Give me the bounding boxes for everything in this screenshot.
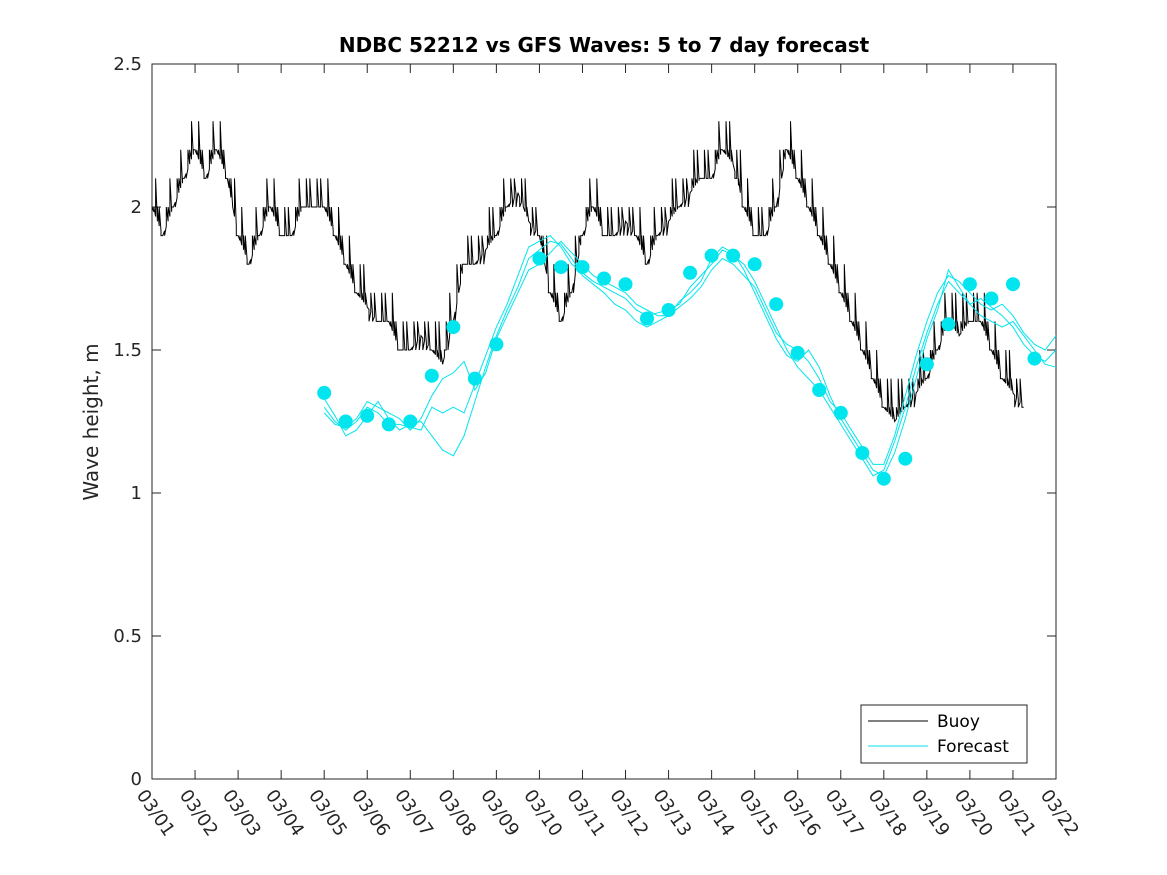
forecast-point	[683, 265, 698, 280]
forecast-point	[532, 251, 547, 266]
forecast-point	[403, 414, 418, 429]
y-tick-label: 2.5	[113, 54, 142, 75]
legend-buoy-label: Buoy	[937, 712, 980, 732]
y-tick-label: 0	[131, 769, 142, 790]
legend: Buoy Forecast	[860, 704, 1028, 764]
legend-forecast-label: Forecast	[937, 737, 1009, 757]
forecast-point	[769, 297, 784, 312]
buoy-line	[151, 121, 1024, 423]
forecast-point	[467, 371, 482, 386]
forecast-point	[812, 383, 827, 397]
forecast-point	[1027, 351, 1042, 366]
forecast-trace	[323, 240, 1057, 465]
forecast-point	[941, 317, 956, 332]
forecast-point	[446, 320, 461, 335]
forecast-point	[575, 260, 590, 275]
chart-title: NDBC 52212 vs GFS Waves: 5 to 7 day fore…	[339, 33, 870, 57]
forecast-point	[597, 271, 611, 286]
forecast-point	[1006, 277, 1020, 292]
forecast-point	[317, 385, 332, 400]
forecast-point	[381, 417, 396, 432]
forecast-point	[489, 337, 504, 352]
forecast-point	[919, 357, 934, 372]
forecast-point	[726, 248, 741, 263]
y-axis-label: Wave height, m	[79, 343, 103, 500]
forecast-point	[704, 248, 719, 263]
y-tick-labels: 0 0.5 1 1.5 2 2.5	[113, 54, 142, 790]
forecast-point	[833, 405, 848, 420]
forecast-point	[898, 451, 913, 466]
forecast-point	[876, 471, 891, 486]
forecast-point	[640, 311, 654, 326]
forecast-trace	[323, 240, 1057, 477]
y-tick-label: 1.5	[113, 340, 142, 361]
forecast-point	[661, 303, 676, 317]
forecast-point	[360, 408, 375, 423]
forecast-point	[554, 260, 568, 275]
forecast-point	[962, 277, 977, 292]
y-tick-label: 2	[131, 197, 142, 218]
legend-box	[860, 704, 1028, 764]
forecast-series	[317, 234, 1057, 486]
forecast-point	[618, 277, 633, 292]
forecast-point	[855, 446, 870, 460]
forecast-trace	[323, 234, 1057, 477]
buoy-series	[151, 121, 1024, 423]
forecast-point	[790, 345, 805, 360]
y-tick-label: 1	[131, 483, 142, 504]
forecast-point	[747, 257, 762, 272]
forecast-point	[984, 291, 999, 306]
y-tick-label: 0.5	[113, 626, 142, 647]
plot-area	[151, 63, 1057, 780]
forecast-point	[338, 414, 353, 429]
forecast-point	[424, 368, 439, 383]
